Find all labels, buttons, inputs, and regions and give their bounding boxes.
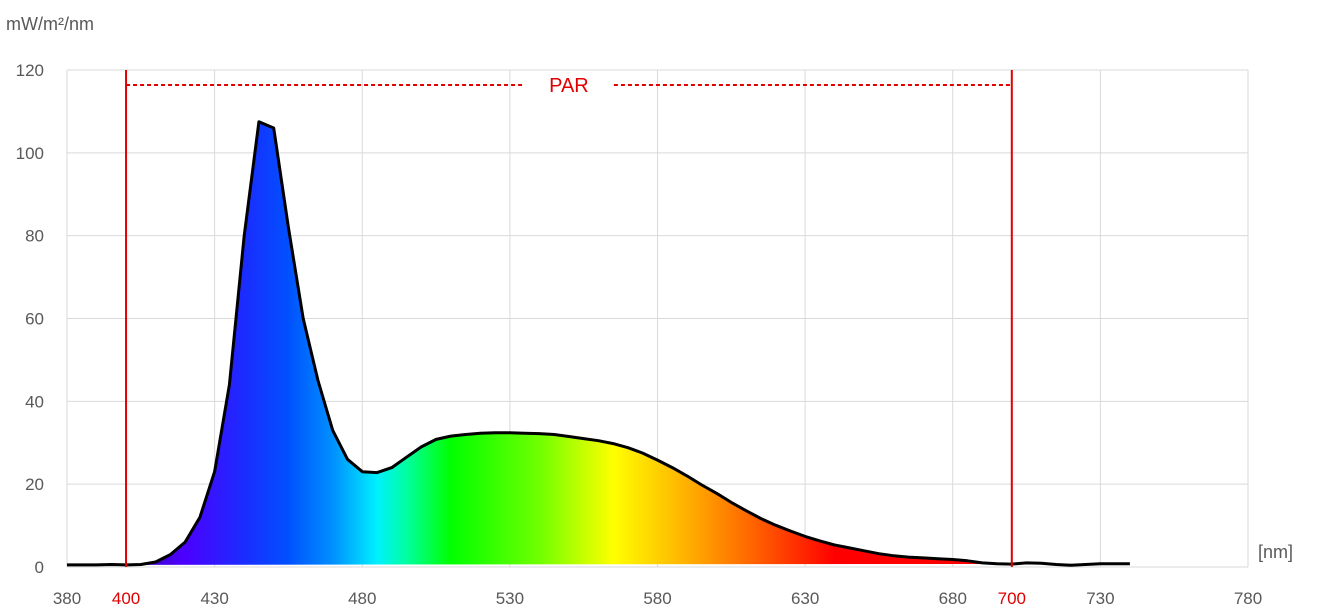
x-tick-label: 430 <box>200 589 228 608</box>
x-tick-label: 780 <box>1234 589 1262 608</box>
y-tick-label: 80 <box>25 227 44 246</box>
y-tick-label: 40 <box>25 392 44 411</box>
x-tick-label: 380 <box>53 589 81 608</box>
y-tick-label: 60 <box>25 310 44 329</box>
x-tick-label: 700 <box>998 589 1026 608</box>
x-tick-label: 580 <box>643 589 671 608</box>
spectrum-outline <box>67 120 1130 567</box>
x-tick-label: 680 <box>939 589 967 608</box>
y-tick-label: 100 <box>16 144 44 163</box>
y-axis-label: mW/m²/nm <box>6 14 94 34</box>
par-marker: PAR <box>125 70 1013 567</box>
x-tick-label: 730 <box>1086 589 1114 608</box>
y-tick-labels: 0 20 40 60 80 100 120 <box>16 61 44 577</box>
x-tick-labels: 380 400 430 480 530 580 630 680 700 730 780 <box>53 589 1262 608</box>
x-tick-label: 400 <box>112 589 140 608</box>
y-tick-label: 120 <box>16 61 44 80</box>
spectrum-area <box>67 121 1130 566</box>
y-tick-label: 0 <box>35 558 44 577</box>
x-tick-label: 480 <box>348 589 376 608</box>
x-axis-label: [nm] <box>1258 542 1293 562</box>
par-label: PAR <box>549 75 589 97</box>
y-tick-label: 20 <box>25 475 44 494</box>
x-tick-label: 630 <box>791 589 819 608</box>
x-tick-label: 530 <box>496 589 524 608</box>
grid-lines <box>66 69 1249 568</box>
